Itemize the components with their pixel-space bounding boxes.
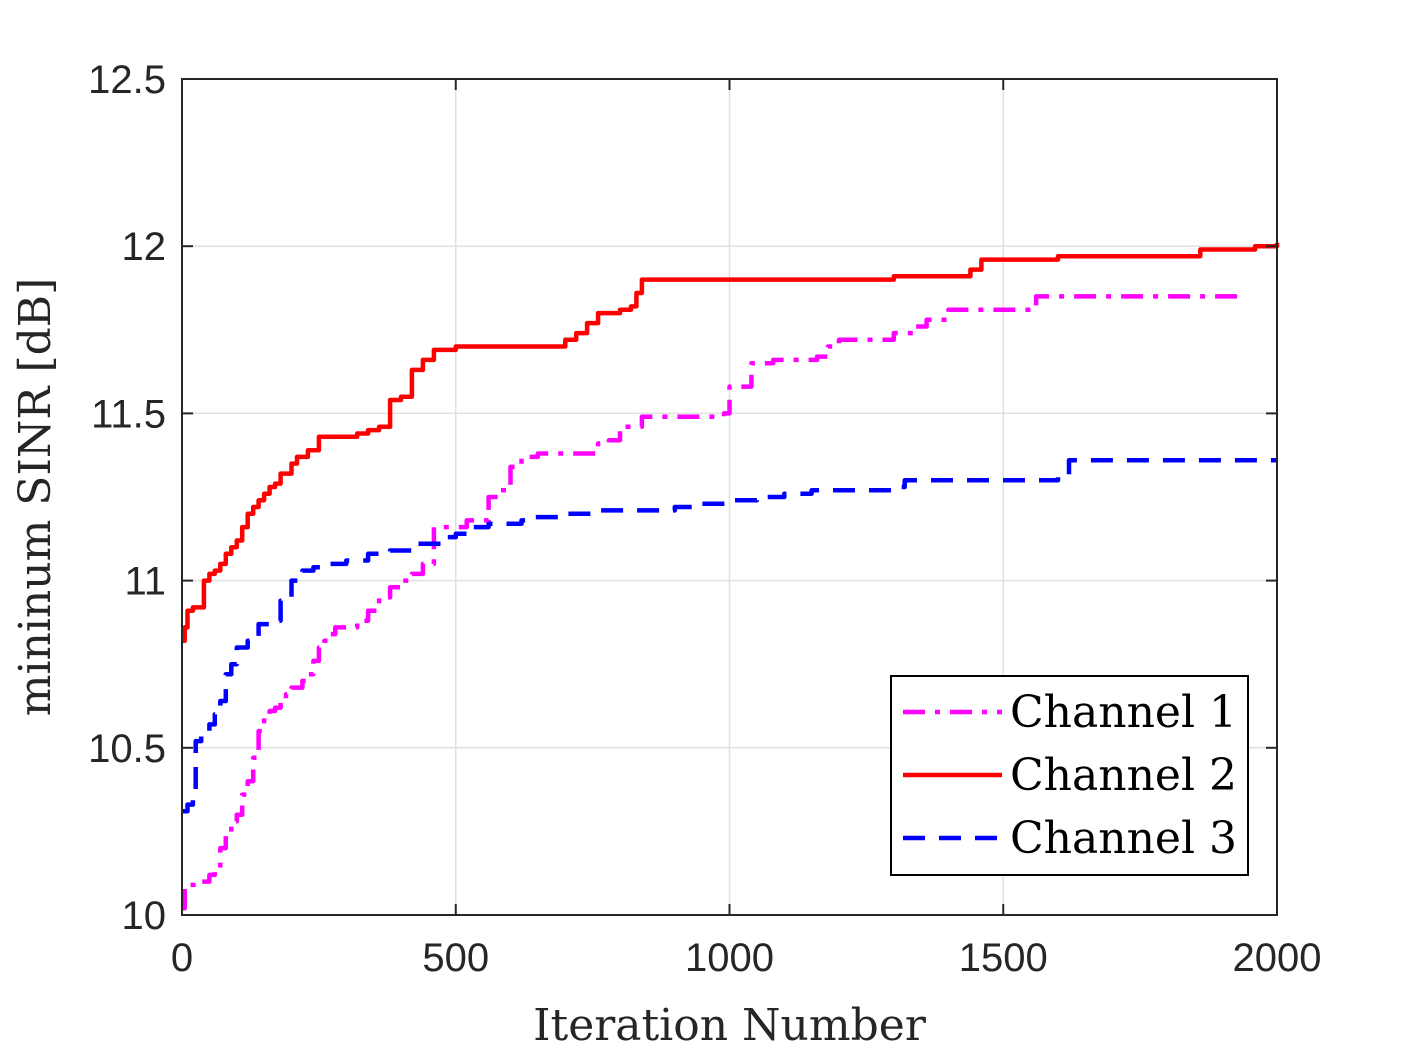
legend: Channel 1 Channel 2 Channel 3 xyxy=(890,675,1249,876)
legend-label-channel-3: Channel 3 xyxy=(1010,813,1237,864)
tick-labels: 0 500 1000 1500 2000 10 10.5 11 11.5 12 12.5 xyxy=(88,58,1321,980)
series-line-channel-2 xyxy=(182,242,1280,644)
y-tick-label: 12 xyxy=(122,225,167,269)
x-tick-label: 2000 xyxy=(1233,936,1322,980)
y-tick-label: 11.5 xyxy=(91,392,166,436)
x-axis-label: Iteration Number xyxy=(533,1000,927,1051)
y-tick-label: 12.5 xyxy=(88,58,166,102)
legend-label-channel-1: Channel 1 xyxy=(1010,687,1237,738)
x-tick-label: 1500 xyxy=(959,936,1048,980)
series-layer xyxy=(182,242,1280,911)
y-tick-label: 10.5 xyxy=(88,727,166,771)
legend-label-channel-2: Channel 2 xyxy=(1010,750,1237,801)
x-tick-label: 1000 xyxy=(685,936,774,980)
y-tick-label: 11 xyxy=(124,560,166,604)
x-tick-label: 0 xyxy=(171,936,193,980)
x-tick-label: 500 xyxy=(422,936,489,980)
series-line-channel-1 xyxy=(182,294,1245,911)
y-axis-label: mininum SINR [dB] xyxy=(10,278,61,717)
series-line-channel-3 xyxy=(182,457,1277,814)
ticks xyxy=(181,78,1278,916)
y-tick-label: 10 xyxy=(122,894,167,938)
